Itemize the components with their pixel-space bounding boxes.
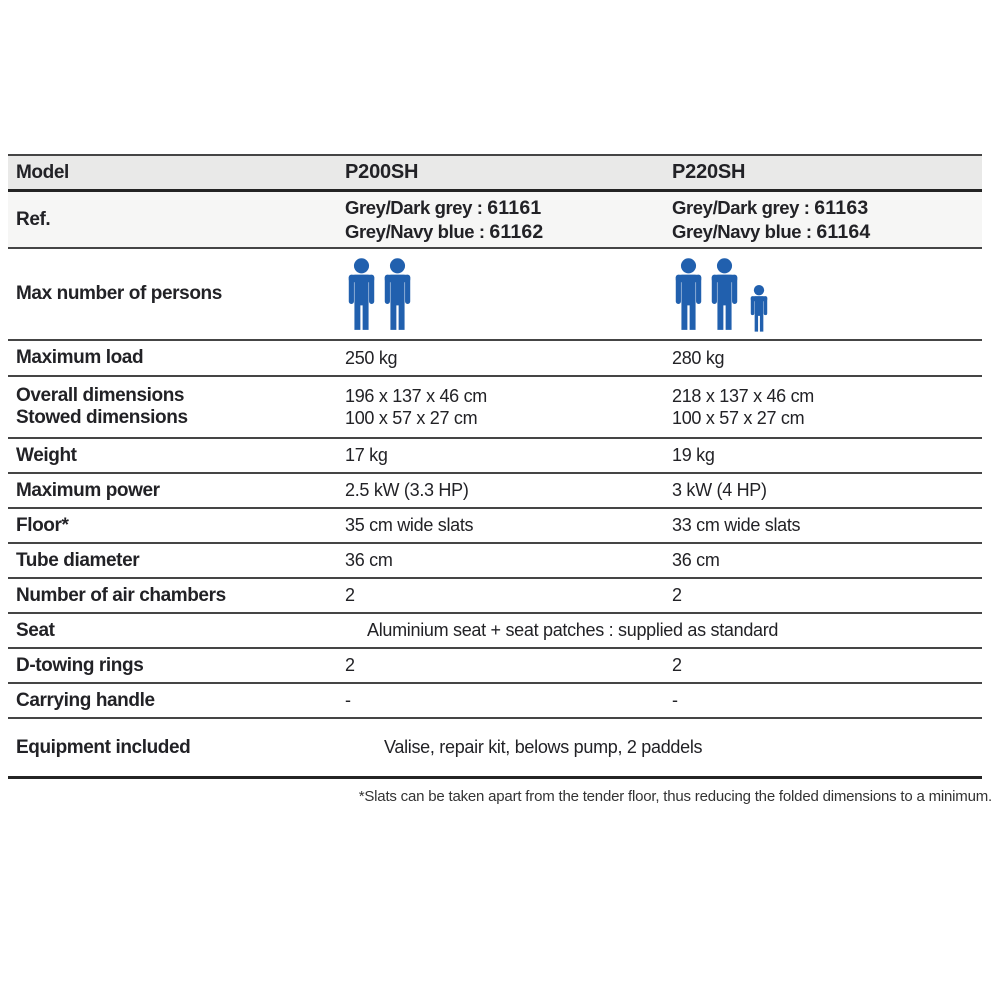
value-p200sh: 196 x 137 x 46 cm 100 x 57 x 27 cm [345,385,672,429]
table-row-tube-diameter: Tube diameter 36 cm 36 cm [8,544,982,579]
ref-code: 61164 [816,220,871,243]
equipment-value: Valise, repair kit, belows pump, 2 padde… [384,737,703,757]
row-label: Maximum power [16,479,160,501]
table-row-d-towing-rings: D-towing rings 2 2 [8,649,982,684]
model-name-p200sh: P200SH [345,161,419,183]
value-p200sh: 36 cm [345,550,393,570]
row-label: Maximum load [16,347,144,368]
value-p220sh: 218 x 137 x 46 cm 100 x 57 x 27 cm [672,385,982,429]
value-p220sh: 3 kW (4 HP) [672,480,767,500]
row-label: D-towing rings [16,654,144,676]
table-row-ref: Ref. Grey/Dark grey : 61161 Grey/Navy bl… [8,192,982,249]
value-p220sh: 2 [672,585,682,605]
stowed-dimensions-value: 100 x 57 x 27 cm [345,408,478,428]
overall-dimensions-label: Overall dimensions [16,385,185,406]
ref-color-label: Grey/Dark grey : [345,196,483,218]
row-label: Weight [16,444,77,466]
row-label: Seat [16,619,55,641]
table-row-max-persons: Max number of persons [8,249,982,341]
ref-line: Grey/Navy blue : 61164 [672,220,982,244]
value-p200sh: 2 [345,655,355,675]
adult-person-icon [384,258,411,330]
ref-values-p220sh: Grey/Dark grey : 61163 Grey/Navy blue : … [672,196,982,244]
value-p200sh: 2 [345,585,355,605]
table-row-floor: Floor* 35 cm wide slats 33 cm wide slats [8,509,982,544]
row-label: Equipment included [16,736,191,758]
table-row-seat: Seat Aluminium seat + seat patches : sup… [8,614,982,649]
table-row-carrying-handle: Carrying handle - - [8,684,982,719]
seat-value: Aluminium seat + seat patches : supplied… [367,620,779,640]
adult-person-icon [711,258,738,330]
model-name-p220sh: P220SH [672,161,746,183]
ref-line: Grey/Dark grey : 61163 [672,196,982,220]
ref-row-label: Ref. [16,208,51,230]
table-row-dimensions: Overall dimensions Stowed dimensions 196… [8,377,982,439]
footnote: *Slats can be taken apart from the tende… [358,788,992,805]
ref-line: Grey/Dark grey : 61161 [345,196,672,220]
table-row-equipment: Equipment included Valise, repair kit, b… [8,719,982,779]
max-persons-label: Max number of persons [16,283,222,304]
row-label: Floor* [16,514,69,536]
value-p220sh: 36 cm [672,550,720,570]
overall-dimensions-value: 218 x 137 x 46 cm [672,386,814,406]
spec-table: Model P200SH P220SH Ref. Grey/Dark grey … [8,154,982,779]
adult-person-icon [348,258,375,330]
value-p220sh: 19 kg [672,445,715,465]
model-row-label: Model [16,161,69,183]
ref-code: 61161 [487,196,542,219]
value-p200sh: - [345,690,351,710]
adult-person-icon [675,258,702,330]
table-row-model: Model P200SH P220SH [8,156,982,192]
child-person-icon [750,285,768,332]
ref-values-p200sh: Grey/Dark grey : 61161 Grey/Navy blue : … [345,196,672,244]
value-p220sh: 280 kg [672,347,725,368]
table-row-air-chambers: Number of air chambers 2 2 [8,579,982,614]
value-p200sh: 17 kg [345,445,388,465]
product-spec-sheet: Model P200SH P220SH Ref. Grey/Dark grey … [8,154,992,805]
value-p220sh: 33 cm wide slats [672,515,801,535]
ref-line: Grey/Navy blue : 61162 [345,220,672,244]
row-label: Overall dimensions Stowed dimensions [8,385,345,429]
value-p200sh: 35 cm wide slats [345,515,474,535]
table-row-maximum-power: Maximum power 2.5 kW (3.3 HP) 3 kW (4 HP… [8,474,982,509]
table-row-maximum-load: Maximum load 250 kg 280 kg [8,341,982,377]
persons-icons-p220sh [672,249,982,339]
value-p220sh: 2 [672,655,682,675]
ref-color-label: Grey/Dark grey : [672,196,810,218]
ref-code: 61162 [489,220,544,243]
ref-code: 61163 [814,196,869,219]
table-row-weight: Weight 17 kg 19 kg [8,439,982,474]
value-p220sh: - [672,690,678,710]
row-label: Number of air chambers [16,584,226,606]
value-p200sh: 250 kg [345,347,398,368]
row-label: Tube diameter [16,549,140,571]
value-p200sh: 2.5 kW (3.3 HP) [345,480,469,500]
overall-dimensions-value: 196 x 137 x 46 cm [345,386,487,406]
stowed-dimensions-label: Stowed dimensions [16,407,188,428]
row-label: Carrying handle [16,689,155,711]
ref-color-label: Grey/Navy blue : [345,220,485,242]
stowed-dimensions-value: 100 x 57 x 27 cm [672,408,805,428]
persons-icons-p200sh [345,249,672,339]
ref-color-label: Grey/Navy blue : [672,220,812,242]
